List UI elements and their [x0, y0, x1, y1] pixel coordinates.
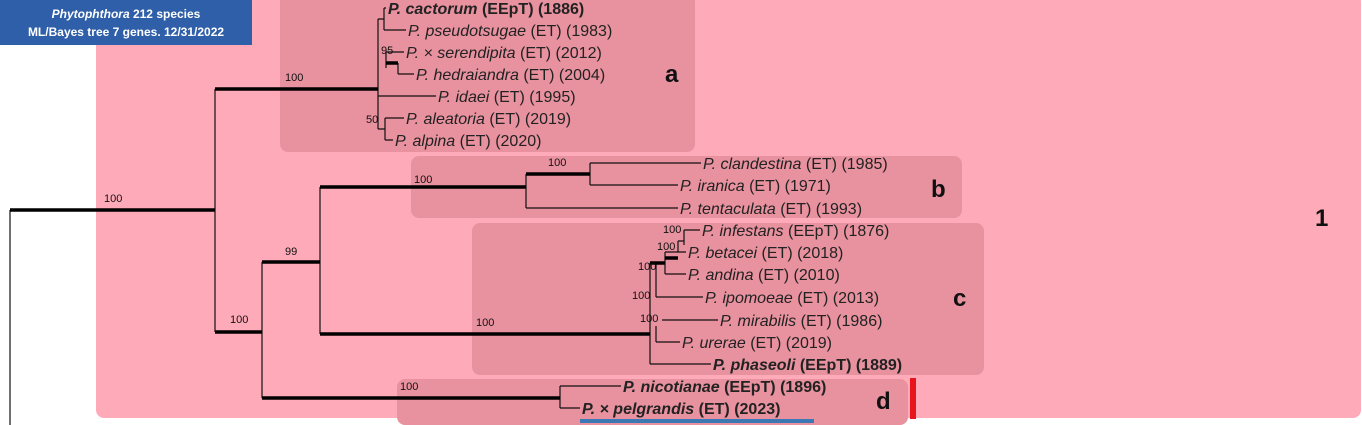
taxon-label: P. andina (ET) (2010) — [688, 267, 840, 284]
support-value: 100 — [663, 224, 681, 236]
taxon-label: P. clandestina (ET) (1985) — [703, 156, 888, 173]
taxon-label: P. × pelgrandis (ET) (2023) — [582, 401, 780, 418]
taxon-label: P. alpina (ET) (2020) — [395, 133, 541, 150]
taxon-label: P. pseudotsugae (ET) (1983) — [408, 23, 612, 40]
taxon-label: P. cactorum (EEpT) (1886) — [388, 1, 584, 18]
taxon-label: P. idaei (ET) (1995) — [438, 89, 576, 106]
clade-label: 1 — [1315, 205, 1328, 232]
taxon-details: (ET) (2019) — [485, 111, 571, 128]
taxon-name: P. aleatoria — [406, 111, 485, 128]
header-title: Phytophthora 212 species — [52, 7, 201, 21]
taxon-details: (ET) (2013) — [793, 290, 879, 307]
header: Phytophthora 212 species ML/Bayes tree 7… — [28, 7, 224, 39]
taxon-name: P. infestans — [702, 223, 784, 240]
taxon-name: P. pseudotsugae — [408, 23, 526, 40]
taxon-name: P. nicotianae — [623, 379, 720, 396]
support-value: 100 — [548, 157, 566, 169]
taxon-name: P. tentaculata — [680, 201, 776, 218]
taxon-name: P. hedraiandra — [416, 67, 519, 84]
taxon-name: P. phaseoli — [713, 357, 796, 374]
support-value: 100 — [414, 174, 432, 186]
clade-label: c — [953, 285, 966, 312]
taxon-details: (ET) (2010) — [754, 267, 840, 284]
support-value: 100 — [230, 314, 248, 326]
taxon-details: (ET) (1983) — [526, 23, 612, 40]
branches — [9, 7, 718, 425]
support-value: 99 — [285, 246, 297, 258]
support-value: 95 — [381, 45, 393, 57]
species-count: 212 species — [130, 7, 201, 21]
taxon-name: P. alpina — [395, 133, 455, 150]
taxon-details: (ET) (2019) — [746, 335, 832, 352]
support-value: 50 — [366, 114, 378, 126]
taxon-details: (ET) (1986) — [796, 313, 882, 330]
clade-d-box — [397, 379, 908, 425]
taxon-details: (ET) (2023) — [694, 401, 780, 418]
support-value: 100 — [400, 381, 418, 393]
red-bar — [910, 378, 916, 419]
clade-label: d — [876, 388, 891, 415]
taxon-label: P. nicotianae (EEpT) (1896) — [623, 379, 826, 396]
taxon-label: P. ipomoeae (ET) (2013) — [705, 290, 879, 307]
strong-branches — [10, 61, 678, 400]
taxon-details: (ET) (1971) — [745, 178, 831, 195]
taxon-details: (ET) (1993) — [776, 201, 862, 218]
taxon-details: (EEpT) (1889) — [795, 357, 902, 374]
taxon-name: P. × pelgrandis — [582, 401, 694, 418]
taxon-label: P. betacei (ET) (2018) — [688, 245, 843, 262]
genus: Phytophthora — [52, 7, 130, 21]
taxon-label: P. infestans (EEpT) (1876) — [702, 223, 889, 240]
clade-b-box — [411, 156, 962, 218]
taxon-label: P. × serendipita (ET) (2012) — [406, 45, 602, 62]
taxon-details: (ET) (2012) — [516, 45, 602, 62]
support-value: 100 — [657, 241, 675, 253]
taxon-label: P. urerae (ET) (2019) — [682, 335, 832, 352]
taxon-name: P. betacei — [688, 245, 758, 262]
taxon-details: (ET) (2004) — [519, 67, 605, 84]
taxon-label: P. iranica (ET) (1971) — [680, 178, 831, 195]
taxon-details: (EEpT) (1886) — [478, 1, 585, 18]
taxon-label: P. aleatoria (ET) (2019) — [406, 111, 571, 128]
taxon-label: P. mirabilis (ET) (1986) — [720, 313, 882, 330]
header-box — [0, 0, 252, 45]
taxon-name: P. clandestina — [703, 156, 802, 173]
taxon-name: P. cactorum — [388, 1, 478, 18]
support-value: 100 — [632, 290, 650, 302]
support-value: 100 — [104, 193, 122, 205]
taxon-name: P. idaei — [438, 89, 490, 106]
taxon-label: P. hedraiandra (ET) (2004) — [416, 67, 605, 84]
taxon-name: P. andina — [688, 267, 754, 284]
taxon-name: P. mirabilis — [720, 313, 796, 330]
clade-label: a — [665, 61, 679, 88]
taxon-details: (ET) (2018) — [757, 245, 843, 262]
taxon-name: P. × serendipita — [406, 45, 516, 62]
taxon-details: (ET) (1985) — [801, 156, 887, 173]
clade-label: b — [931, 176, 946, 203]
support-value: 100 — [638, 261, 656, 273]
header-subtitle: ML/Bayes tree 7 genes. 12/31/2022 — [28, 25, 224, 39]
taxon-details: (ET) (2020) — [455, 133, 541, 150]
support-value: 100 — [640, 313, 658, 325]
blue-bar — [580, 419, 814, 423]
taxon-name: P. ipomoeae — [705, 290, 793, 307]
taxon-name: P. urerae — [682, 335, 746, 352]
support-value: 100 — [285, 72, 303, 84]
clade-a-box — [280, 0, 695, 152]
taxon-name: P. iranica — [680, 178, 745, 195]
taxon-details: (EEpT) (1896) — [720, 379, 827, 396]
taxon-details: (ET) (1995) — [489, 89, 575, 106]
clade-c-box — [472, 223, 984, 375]
support-value: 100 — [476, 317, 494, 329]
taxon-details: (EEpT) (1876) — [784, 223, 890, 240]
taxon-label: P. phaseoli (EEpT) (1889) — [713, 357, 902, 374]
taxon-label: P. tentaculata (ET) (1993) — [680, 201, 862, 218]
